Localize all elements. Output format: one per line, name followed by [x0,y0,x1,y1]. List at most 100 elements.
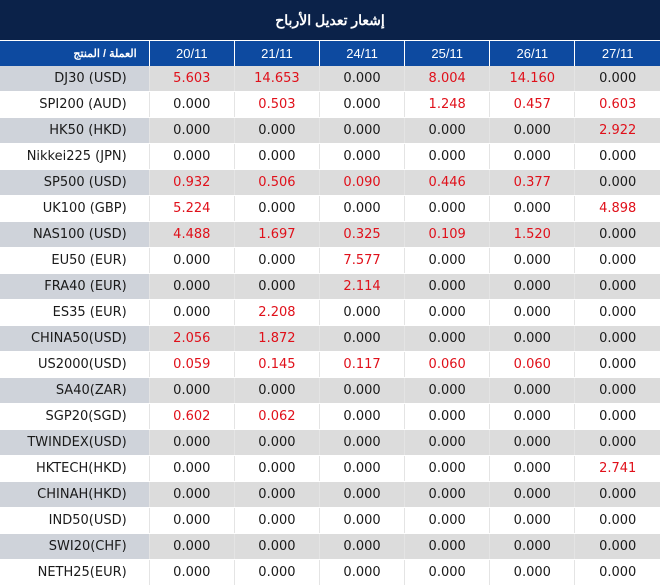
value-cell: 0.000 [489,507,575,534]
value-cell: 0.000 [574,143,660,170]
value-cell: 0.000 [404,429,490,456]
value-cell: 1.248 [404,91,490,118]
table-row: SA40(ZAR) 0.000 0.000 0.000 0.000 0.000 0.000 [0,377,660,404]
value-cell: 0.000 [318,66,405,92]
value-cell: 0.000 [574,273,660,300]
value-cell: 1.520 [489,221,575,248]
table-row: CHINA50(USD) 2.056 1.872 0.000 0.000 0.000 0.0… [0,325,660,352]
value-cell: 0.000 [148,377,235,404]
product-cell: FRA40 (EUR) [0,273,150,300]
table-row: IND50(USD) 0.000 0.000 0.000 0.000 0.000 0.000 [0,507,660,534]
product-cell: NETH25(EUR) [0,559,150,586]
value-cell: 0.000 [404,481,490,508]
value-cell: 0.000 [574,247,660,274]
dividend-adjustment-table: العملة / المنتج 20/11 21/11 24/11 25/11 … [0,41,660,586]
table-row: UK100 (GBP) 5.224 0.000 0.000 0.000 0.000 4.89… [0,195,660,222]
value-cell: 0.000 [318,195,405,222]
value-cell: 0.000 [318,403,405,430]
product-cell: SP500 (USD) [0,169,150,196]
product-cell: HK50 (HKD) [0,117,150,144]
value-cell: 0.000 [148,481,235,508]
value-cell: 0.000 [148,247,235,274]
value-cell: 0.062 [233,403,320,430]
value-cell: 0.000 [489,533,575,560]
value-cell: 4.898 [574,195,660,222]
product-cell: HKTECH(HKD) [0,455,150,482]
value-cell: 0.000 [489,559,575,586]
product-cell: SA40(ZAR) [0,377,150,404]
value-cell: 0.000 [318,91,405,118]
value-cell: 0.000 [574,325,660,352]
value-cell: 0.000 [233,143,320,170]
value-cell: 0.602 [148,403,235,430]
value-cell: 0.000 [404,143,490,170]
value-cell: 0.377 [489,169,575,196]
value-cell: 0.000 [574,507,660,534]
value-cell: 0.000 [233,247,320,274]
value-cell: 0.000 [318,559,405,586]
table-row: NETH25(EUR) 0.000 0.000 0.000 0.000 0.000 0.00… [0,559,660,586]
table-body: DJ30 (USD) 5.603 14.653 0.000 8.004 14.160 0.0… [0,66,660,586]
value-cell: 0.000 [574,481,660,508]
value-cell: 0.603 [574,91,660,118]
table-row: SGP20(SGD) 0.602 0.062 0.000 0.000 0.000 0.000 [0,403,660,430]
value-cell: 2.114 [318,273,405,300]
value-cell: 0.000 [489,325,575,352]
date-column-header: 25/11 [404,41,490,66]
value-cell: 0.000 [574,351,660,378]
value-cell: 0.000 [574,377,660,404]
value-cell: 0.000 [148,117,235,144]
date-column-header: 24/11 [318,41,405,66]
value-cell: 0.145 [233,351,320,378]
table-title: إشعار تعديل الأرباح [0,0,660,41]
product-cell: CHINA50(USD) [0,325,150,352]
value-cell: 0.000 [489,195,575,222]
value-cell: 0.000 [148,533,235,560]
value-cell: 1.697 [233,221,320,248]
value-cell: 0.932 [148,169,235,196]
value-cell: 0.000 [489,481,575,508]
table-row: Nikkei225 (JPN) 0.000 0.000 0.000 0.000 0.000… [0,143,660,170]
product-cell: TWINDEX(USD) [0,429,150,456]
value-cell: 0.000 [404,117,490,144]
value-cell: 0.000 [404,507,490,534]
value-cell: 2.056 [148,325,235,352]
value-cell: 0.000 [489,143,575,170]
value-cell: 8.004 [404,66,490,92]
value-cell: 0.000 [574,299,660,326]
value-cell: 0.060 [489,351,575,378]
value-cell: 0.000 [318,117,405,144]
product-cell: UK100 (GBP) [0,195,150,222]
value-cell: 0.446 [404,169,490,196]
product-cell: US2000(USD) [0,351,150,378]
product-cell: ES35 (EUR) [0,299,150,326]
value-cell: 0.000 [318,429,405,456]
value-cell: 0.000 [574,66,660,92]
value-cell: 0.000 [404,299,490,326]
value-cell: 0.000 [574,559,660,586]
value-cell: 0.457 [489,91,575,118]
value-cell: 0.000 [233,507,320,534]
value-cell: 0.325 [318,221,405,248]
value-cell: 0.059 [148,351,235,378]
value-cell: 0.000 [404,377,490,404]
value-cell: 0.109 [404,221,490,248]
value-cell: 0.000 [489,117,575,144]
value-cell: 0.000 [318,507,405,534]
value-cell: 5.603 [148,66,235,92]
table-row: FRA40 (EUR) 0.000 0.000 2.114 0.000 0.000 0.00… [0,273,660,300]
value-cell: 0.000 [318,143,405,170]
value-cell: 0.000 [574,429,660,456]
value-cell: 0.000 [404,247,490,274]
value-cell: 0.000 [148,299,235,326]
value-cell: 0.000 [574,533,660,560]
value-cell: 0.000 [574,403,660,430]
value-cell: 2.922 [574,117,660,144]
value-cell: 0.000 [148,91,235,118]
table-row: SP500 (USD) 0.932 0.506 0.090 0.446 0.377 0.00… [0,169,660,196]
value-cell: 0.000 [148,273,235,300]
value-cell: 0.000 [233,533,320,560]
date-column-header: 27/11 [574,41,660,66]
table-row: US2000(USD) 0.059 0.145 0.117 0.060 0.060 0.00… [0,351,660,378]
value-cell: 0.000 [489,377,575,404]
